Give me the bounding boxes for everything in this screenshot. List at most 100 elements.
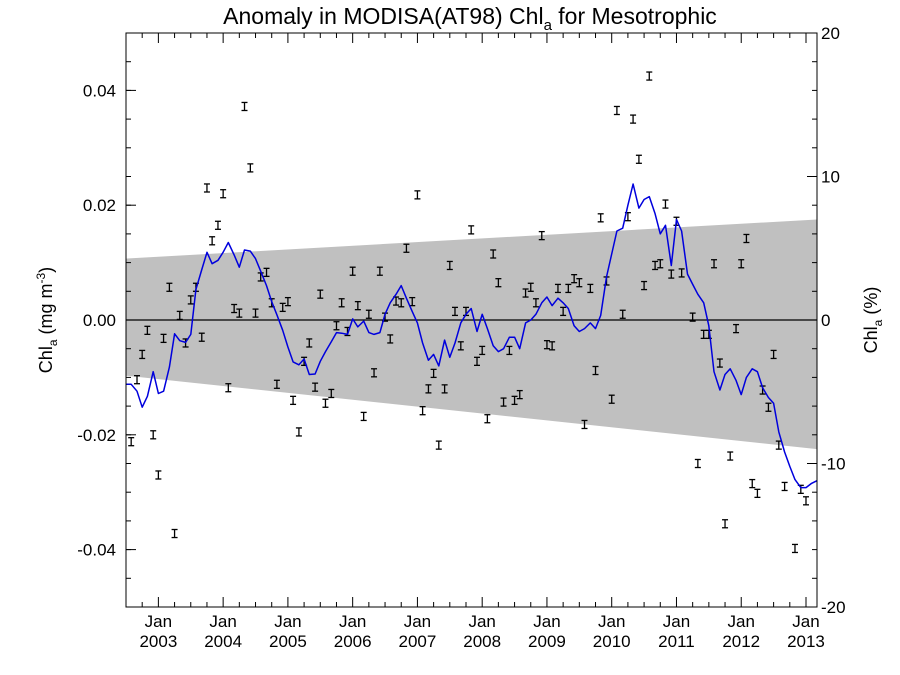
data-point — [322, 398, 329, 408]
data-point — [662, 199, 669, 209]
data-point — [474, 356, 481, 366]
data-point — [484, 414, 491, 424]
data-point — [419, 406, 426, 416]
trend-band — [126, 219, 817, 450]
data-point — [619, 309, 626, 319]
data-point — [435, 440, 442, 450]
data-point — [371, 368, 378, 378]
x-tick-label-year: 2010 — [593, 632, 631, 651]
data-point — [176, 310, 183, 321]
data-point — [711, 259, 718, 269]
data-point — [657, 259, 664, 269]
data-point — [236, 308, 243, 318]
data-point — [678, 268, 685, 278]
data-point — [527, 282, 534, 292]
data-point — [754, 488, 761, 499]
x-tick-label-year: 2004 — [204, 632, 242, 651]
data-point — [791, 543, 798, 554]
y-right-tick-label: 0 — [821, 311, 830, 330]
data-point — [571, 274, 578, 284]
x-tick-label-month: Jan — [274, 612, 301, 631]
data-point — [284, 296, 291, 307]
data-point — [333, 321, 340, 331]
data-point — [694, 458, 701, 469]
data-point — [565, 283, 572, 294]
data-point — [560, 306, 567, 317]
data-point — [317, 289, 324, 299]
data-point — [187, 295, 194, 305]
x-tick-label-month: Jan — [533, 612, 560, 631]
data-point — [727, 451, 734, 461]
data-point — [749, 478, 756, 489]
data-point — [613, 105, 620, 116]
data-point — [414, 190, 421, 200]
data-point — [630, 114, 637, 124]
data-point — [506, 345, 513, 356]
axis-ticks-layer: Jan2003Jan2004Jan2005Jan2006Jan2007Jan20… — [77, 24, 845, 651]
data-point — [635, 154, 642, 164]
data-point — [700, 329, 707, 340]
data-point — [608, 394, 615, 404]
y-left-tick-label: -0.04 — [77, 541, 116, 560]
data-point — [511, 395, 518, 406]
data-point — [209, 236, 216, 246]
data-point — [668, 269, 675, 279]
x-tick-label-year: 2007 — [399, 632, 437, 651]
x-tick-label-year: 2005 — [269, 632, 307, 651]
y-right-tick-label: 10 — [821, 168, 840, 187]
data-point — [150, 430, 157, 440]
x-tick-label-month: Jan — [598, 612, 625, 631]
y-right-tick-label: -10 — [821, 455, 846, 474]
y-left-tick-label: 0.04 — [83, 81, 116, 100]
data-point — [134, 375, 141, 385]
y-left-tick-label: 0.00 — [83, 311, 116, 330]
x-tick-label-year: 2003 — [139, 632, 177, 651]
data-point — [641, 280, 648, 291]
x-tick-label-month: Jan — [145, 612, 172, 631]
chart-title: Anomaly in MODISA(AT98) Chla for Mesotro… — [223, 3, 717, 34]
data-point — [203, 183, 210, 193]
data-point — [349, 266, 356, 276]
data-point — [273, 379, 280, 389]
data-point — [592, 365, 599, 376]
data-point — [765, 402, 772, 412]
x-tick-label-month: Jan — [468, 612, 495, 631]
data-point — [587, 283, 594, 294]
data-point — [376, 266, 383, 276]
data-point — [689, 312, 696, 322]
data-point — [716, 358, 723, 368]
data-point — [214, 220, 221, 230]
data-point — [538, 230, 545, 241]
data-point — [554, 283, 561, 294]
data-point — [451, 306, 458, 317]
trend-band-layer — [126, 219, 817, 450]
data-point — [306, 338, 313, 348]
data-point — [733, 323, 740, 334]
data-point — [549, 341, 556, 351]
data-point — [425, 384, 432, 394]
x-tick-label-month: Jan — [663, 612, 690, 631]
x-tick-label-year: 2006 — [334, 632, 372, 651]
data-point — [457, 341, 464, 351]
data-point — [247, 163, 254, 173]
data-point — [522, 288, 529, 298]
data-point — [468, 225, 475, 235]
data-point — [576, 278, 583, 288]
data-point — [279, 302, 286, 313]
data-point — [139, 349, 146, 360]
data-point — [225, 383, 232, 393]
data-point — [295, 427, 302, 437]
data-point — [500, 397, 507, 407]
x-tick-label-year: 2012 — [722, 632, 760, 651]
y-axis-label-left: Chla (mg m-3) — [34, 267, 60, 373]
data-point — [290, 395, 297, 406]
data-point — [532, 298, 539, 308]
smoothed-series-line — [126, 183, 818, 489]
data-point — [441, 384, 448, 394]
x-tick-label-month: Jan — [404, 612, 431, 631]
y-axis-label-right: Chla (%) — [861, 287, 885, 354]
x-tick-label-year: 2008 — [463, 632, 501, 651]
x-tick-label-year: 2011 — [658, 632, 695, 651]
data-point — [252, 308, 259, 318]
